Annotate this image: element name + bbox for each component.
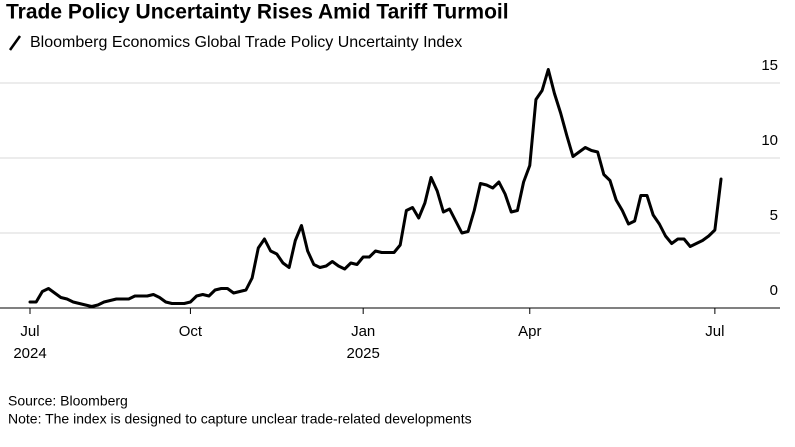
x-tick-label: Jan 2025 — [346, 323, 379, 362]
series-line — [28, 68, 723, 308]
source: Source: Bloomberg — [8, 393, 128, 409]
x-tick-label: Oct — [179, 323, 203, 340]
x-tick-label: Jul — [705, 323, 724, 340]
y-tick-label: 10 — [761, 132, 778, 149]
y-tick-label: 0 — [770, 282, 778, 299]
x-tick-label: Apr — [518, 323, 541, 340]
x-tick-label: Jul 2024 — [13, 323, 46, 362]
chart-title: Trade Policy Uncertainty Rises Amid Tari… — [6, 1, 509, 24]
legend-swatch — [8, 35, 22, 51]
note: Note: The index is designed to capture u… — [8, 411, 472, 427]
legend-label: Bloomberg Economics Global Trade Policy … — [30, 34, 462, 51]
y-tick-label: 15 — [761, 57, 778, 74]
y-tick-label: 5 — [770, 207, 778, 224]
